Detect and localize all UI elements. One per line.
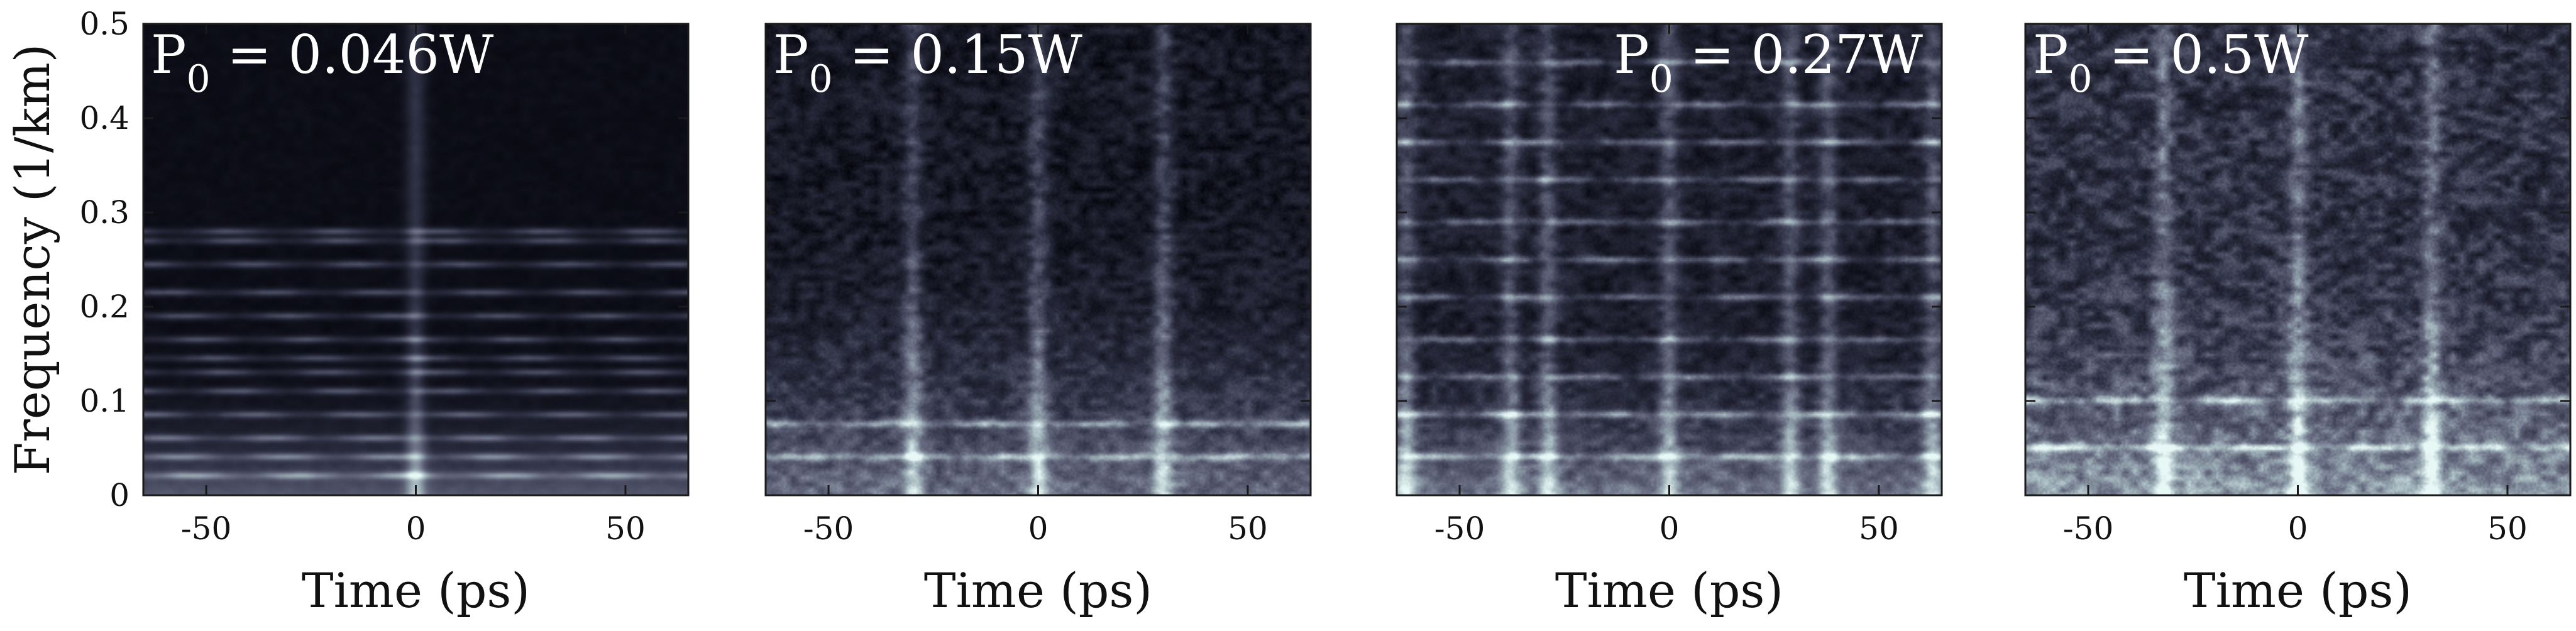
x-tick-label: 0 [2288, 510, 2308, 547]
y-tick-label: 0.4 [79, 100, 129, 136]
annotation-subscript: 0 [1649, 57, 1673, 101]
x-tick-label: -50 [2063, 510, 2114, 547]
heatmap-image [2025, 24, 2570, 495]
x-tick-label: 0 [1028, 510, 1049, 547]
x-tick-label: 50 [605, 510, 646, 547]
annotation-value: = 0.5W [2093, 24, 2309, 85]
x-tick-label: -50 [1434, 510, 1485, 547]
x-axis-title: Time (ps) [924, 562, 1152, 618]
annotation-symbol: P [2033, 24, 2069, 85]
x-tick-label: -50 [181, 510, 232, 547]
x-tick-label: 0 [406, 510, 426, 547]
x-axis-title: Time (ps) [2184, 562, 2412, 618]
heatmap-image [766, 24, 1311, 495]
y-tick-label: 0.1 [79, 383, 129, 419]
annotation-value: = 0.046W [211, 24, 494, 85]
annotation-subscript: 0 [2069, 57, 2093, 101]
heatmap-panel-1: -50 0 50 0 0.1 0.2 0.3 0.4 0.5 Time (ps) Frequency… [4, 6, 690, 618]
x-tick-label: 50 [1859, 510, 1899, 547]
annotation-symbol: P [151, 24, 187, 85]
power-annotation: P0 = 0.046W [151, 24, 494, 101]
annotation-symbol: P [773, 24, 809, 85]
y-axis-title: Frequency (1/km) [4, 44, 60, 476]
x-tick-label: 0 [1660, 510, 1680, 547]
heatmap-image [143, 24, 688, 495]
y-tick-label: 0 [109, 477, 129, 513]
power-annotation: P0 = 0.15W [773, 24, 1083, 101]
x-axis-title: Time (ps) [1555, 562, 1783, 618]
x-axis-title: Time (ps) [302, 562, 530, 618]
annotation-subscript: 0 [187, 57, 211, 101]
x-tick-label: 50 [2487, 510, 2528, 547]
annotation-value: = 0.15W [833, 24, 1083, 85]
y-tick-label: 0.5 [79, 6, 129, 42]
power-annotation: P0 = 0.5W [2033, 24, 2309, 101]
annotation-subscript: 0 [809, 57, 833, 101]
annotation-symbol: P [1614, 24, 1649, 85]
power-annotation: P0 = 0.27W [1614, 24, 1924, 101]
y-tick-label: 0.3 [79, 194, 129, 231]
x-tick-label: 50 [1228, 510, 1268, 547]
annotation-value: = 0.27W [1673, 24, 1924, 85]
x-tick-label: -50 [803, 510, 854, 547]
y-tick-label: 0.2 [79, 288, 129, 325]
heatmap-image [1397, 24, 1942, 495]
